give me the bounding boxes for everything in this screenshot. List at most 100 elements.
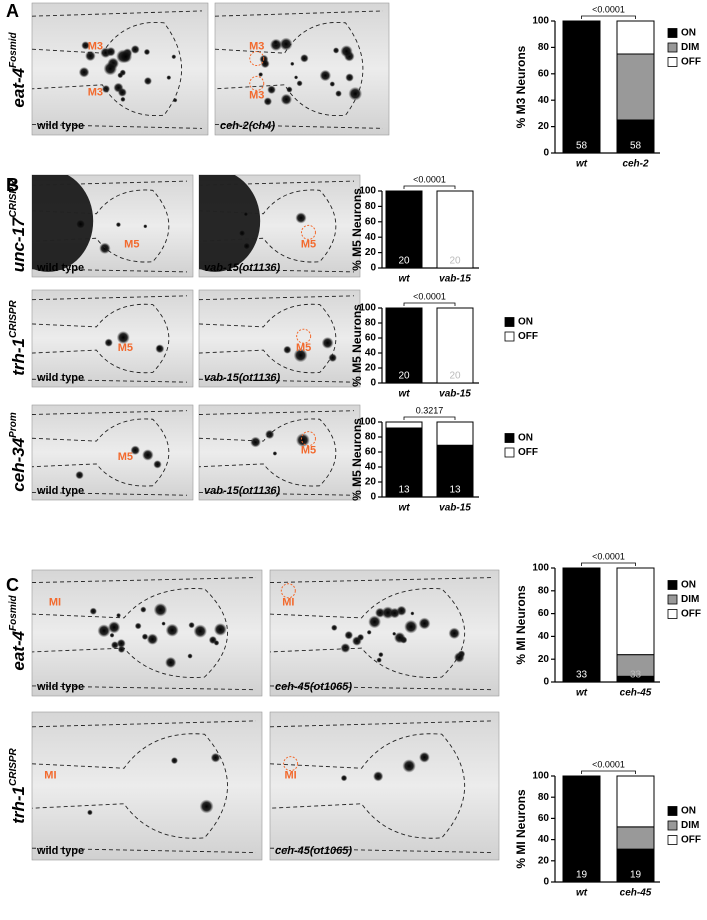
reporter: trh-1: [9, 338, 28, 376]
micrograph: [31, 289, 194, 388]
cell: [392, 631, 397, 636]
image-caption: wild type: [36, 681, 84, 693]
y-tick-label: 40: [365, 348, 377, 359]
x-tick-label: vab-15: [439, 503, 471, 514]
image-bg: [31, 711, 263, 861]
outline: [32, 410, 188, 415]
significance-bracket: [403, 302, 456, 306]
cell: [272, 451, 278, 456]
cell: [340, 45, 353, 58]
legend-swatch: [667, 594, 678, 605]
p-value: <0.0001: [592, 551, 625, 561]
cell: [119, 50, 133, 64]
image-bg: [269, 711, 500, 861]
legend-label: ON: [681, 28, 696, 39]
cell: [332, 47, 340, 54]
outline: [32, 10, 203, 17]
outline: [199, 418, 337, 487]
reporter: ceh-34: [9, 437, 28, 491]
reporter: trh-1: [9, 786, 28, 824]
cell: [340, 643, 351, 653]
image-caption: ceh-45(ot1065): [275, 681, 352, 693]
outline: [32, 295, 188, 301]
cell: [272, 39, 279, 46]
x-tick-label: wt: [398, 389, 410, 400]
legend-swatch: [504, 331, 515, 342]
p-value: <0.0001: [592, 4, 625, 14]
x-tick-label: wt: [576, 888, 588, 899]
cell: [238, 229, 246, 237]
y-tick-label: 0: [370, 492, 376, 503]
cell: [107, 621, 121, 634]
cell: [290, 61, 295, 66]
outline: [270, 577, 494, 584]
n-label: 19: [630, 870, 642, 881]
cell: [280, 93, 293, 106]
cell: [389, 607, 401, 619]
cell: [117, 72, 124, 79]
y-tick-label: 100: [359, 303, 376, 314]
outline: [32, 720, 257, 728]
legend-swatch: [667, 820, 678, 831]
cell: [141, 633, 149, 640]
x-tick-label: wt: [398, 274, 410, 285]
y-axis-label: % M5 Neurons: [350, 304, 364, 387]
neuron-label: M5: [296, 342, 311, 354]
neuron-label: MI: [282, 597, 294, 609]
superscript: CRISPR: [8, 299, 19, 338]
y-tick-label: 20: [365, 363, 377, 374]
outline: [32, 418, 170, 487]
legend-swatch: [504, 433, 515, 443]
outline: [199, 268, 355, 273]
neuron-label: M5: [301, 238, 316, 250]
y-tick-label: 0: [543, 877, 549, 888]
outline: [32, 847, 257, 854]
y-tick-label: 40: [538, 95, 550, 106]
missing-neuron: [300, 431, 316, 447]
p-value: <0.0001: [592, 759, 625, 769]
cell: [373, 771, 384, 782]
bar-segment: [436, 421, 474, 446]
image-caption: vab-15(ot1136): [204, 372, 281, 384]
bar-segment: [616, 20, 655, 55]
significance-bracket: [403, 185, 456, 189]
neuron-label: M5: [301, 445, 316, 457]
cell: [402, 759, 416, 773]
bar-segment: [616, 119, 655, 154]
outline: [32, 378, 188, 383]
image-caption: wild type: [36, 485, 84, 497]
y-tick-label: 60: [538, 68, 550, 79]
bar-segment: [616, 848, 655, 883]
y-tick-label: 60: [365, 447, 377, 458]
cell: [130, 45, 140, 54]
reporter: unc-17: [9, 216, 28, 272]
y-axis-label: % MI Neurons: [514, 585, 528, 665]
image-caption: wild type: [36, 120, 84, 132]
image-content: [199, 175, 355, 273]
y-tick-label: 80: [365, 318, 377, 329]
cell: [329, 81, 336, 87]
bar-segment: [436, 190, 474, 269]
y-tick-label: 100: [532, 771, 549, 782]
neuron-label: MI: [44, 770, 56, 782]
outline: [199, 180, 355, 186]
image-content: [199, 410, 355, 496]
y-tick-label: 80: [538, 585, 550, 596]
cell: [193, 624, 207, 638]
image-bg: [31, 404, 194, 501]
outline: [215, 10, 384, 17]
legend-label: ON: [681, 806, 696, 817]
micrograph: [214, 2, 390, 136]
bar-segment: [616, 567, 655, 656]
cell: [130, 445, 141, 456]
y-axis-label: % M5 Neurons: [350, 188, 364, 271]
significance-bracket: [581, 770, 636, 774]
image-content: [270, 577, 494, 691]
y-tick-label: 100: [532, 563, 549, 574]
legend-swatch: [667, 835, 678, 845]
cell: [97, 624, 111, 638]
cell: [101, 84, 111, 94]
superscript: Fosmid: [8, 31, 19, 67]
y-tick-label: 60: [365, 216, 377, 227]
